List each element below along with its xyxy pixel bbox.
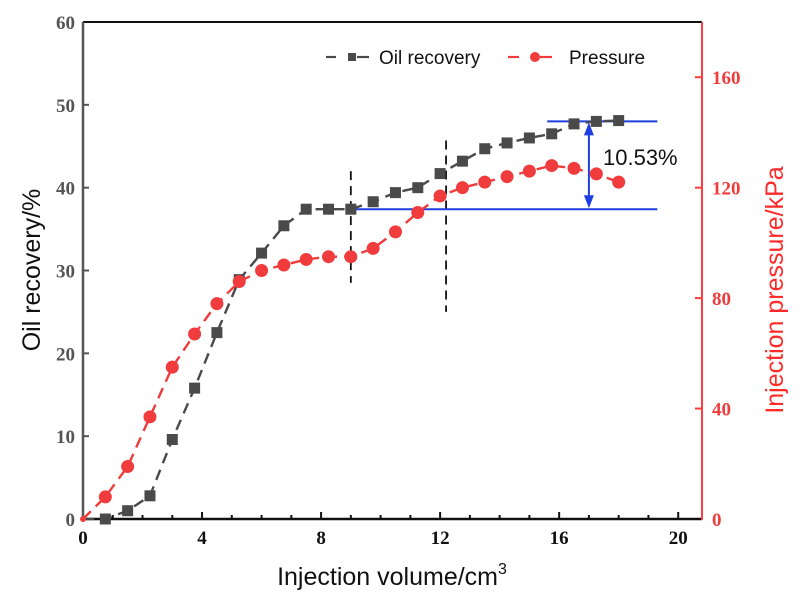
pressure-point: [589, 167, 603, 181]
arrow-head-down: [583, 195, 594, 209]
oil-recovery-point: [412, 182, 424, 194]
y-tick-label: 10: [56, 427, 75, 448]
pressure-point: [522, 164, 536, 178]
x-axis-title-main: Injection volume/cm: [277, 563, 498, 591]
pressure-point: [411, 206, 425, 220]
pressure-point: [322, 250, 336, 264]
pressure-point: [98, 490, 112, 504]
oil-recovery-point: [166, 433, 178, 445]
legend-oil-marker: [348, 53, 356, 61]
pressure-point: [165, 360, 179, 374]
x-tick-label: 4: [197, 528, 207, 549]
x-axis-title-sup: 3: [498, 561, 507, 578]
y2-tick-label: 80: [712, 289, 731, 310]
pressure-point: [80, 516, 86, 522]
pressure-point: [612, 175, 626, 189]
oil-recovery-point: [323, 203, 335, 215]
oil-recovery-point: [122, 505, 134, 517]
oil-recovery-line: [83, 119, 619, 521]
pressure-point: [478, 175, 492, 189]
pressure-point: [255, 264, 269, 277]
y-tick-label: 0: [66, 510, 76, 531]
pressure-point: [433, 189, 447, 203]
oil-recovery-point: [367, 196, 379, 208]
oil-recovery-point: [501, 137, 513, 149]
plot-frame: [81, 21, 703, 521]
oil-recovery-point: [345, 203, 357, 215]
y-tick-label: 20: [56, 344, 75, 365]
y2-axis-title: Injection pressure/kPa: [761, 166, 789, 413]
pressure-point: [188, 327, 202, 341]
x-tick-label: 12: [431, 528, 450, 549]
y-tick-label: 60: [56, 13, 75, 34]
oil-recovery-point: [434, 168, 446, 180]
pressure-point: [344, 250, 358, 264]
oil-recovery-point: [456, 155, 468, 167]
ticks: 0 4 8 12 16 20 0 10 20 30 40 50 60 0 40 80 120 160: [56, 13, 741, 549]
x-tick-label: 0: [78, 528, 88, 549]
x-tick-label: 20: [669, 528, 688, 549]
y-tick-label: 30: [56, 262, 75, 283]
annotations: [349, 120, 658, 312]
oil-recovery-point: [189, 382, 201, 394]
oil-recovery-point: [590, 115, 602, 127]
pressure-point: [366, 241, 380, 255]
oil-recovery-point: [300, 203, 312, 215]
arrow-head-up: [583, 122, 594, 136]
y-axis-title: Oil recovery/%: [18, 189, 46, 352]
x-tick-label: 16: [550, 528, 569, 549]
oil-recovery-point: [389, 187, 401, 199]
oil-recovery-point: [546, 128, 558, 140]
y-tick-label: 40: [56, 179, 75, 200]
pressure-point: [567, 161, 581, 175]
pressure-point: [210, 297, 224, 311]
y2-tick-label: 40: [712, 400, 731, 421]
oil-recovery-point: [479, 143, 491, 155]
legend-pressure-marker: [530, 52, 540, 62]
recovery-increase-label: 10.53%: [603, 145, 678, 170]
pressure-point: [299, 252, 313, 266]
y2-tick-label: 0: [712, 510, 722, 531]
pressure-point: [500, 170, 514, 184]
legend-oil-label: Oil recovery: [379, 48, 481, 69]
pressure-point: [545, 159, 559, 173]
oil-recovery-point: [613, 115, 625, 127]
x-tick-label: 8: [316, 528, 326, 549]
y2-tick-label: 120: [712, 179, 741, 200]
legend: Oil recovery Pressure: [326, 48, 645, 69]
series-lines: [82, 119, 620, 521]
oil-recovery-point: [256, 247, 268, 259]
x-axis-title: Injection volume/cm3: [277, 561, 507, 591]
oil-recovery-point: [568, 118, 580, 130]
y2-tick-label: 160: [712, 68, 741, 89]
series-markers: [80, 115, 626, 525]
pressure-point: [455, 181, 469, 195]
oil-recovery-point: [211, 327, 223, 339]
pressure-point: [143, 410, 157, 424]
oil-recovery-point: [144, 490, 156, 502]
pressure-point: [121, 460, 135, 474]
oil-recovery-point: [523, 132, 535, 144]
oil-recovery-point: [99, 513, 111, 525]
oil-recovery-point: [278, 220, 290, 232]
pressure-point: [232, 275, 246, 289]
legend-pressure-label: Pressure: [569, 48, 645, 69]
y-tick-label: 50: [56, 96, 75, 117]
pressure-point: [388, 225, 402, 239]
pressure-point: [277, 258, 291, 272]
